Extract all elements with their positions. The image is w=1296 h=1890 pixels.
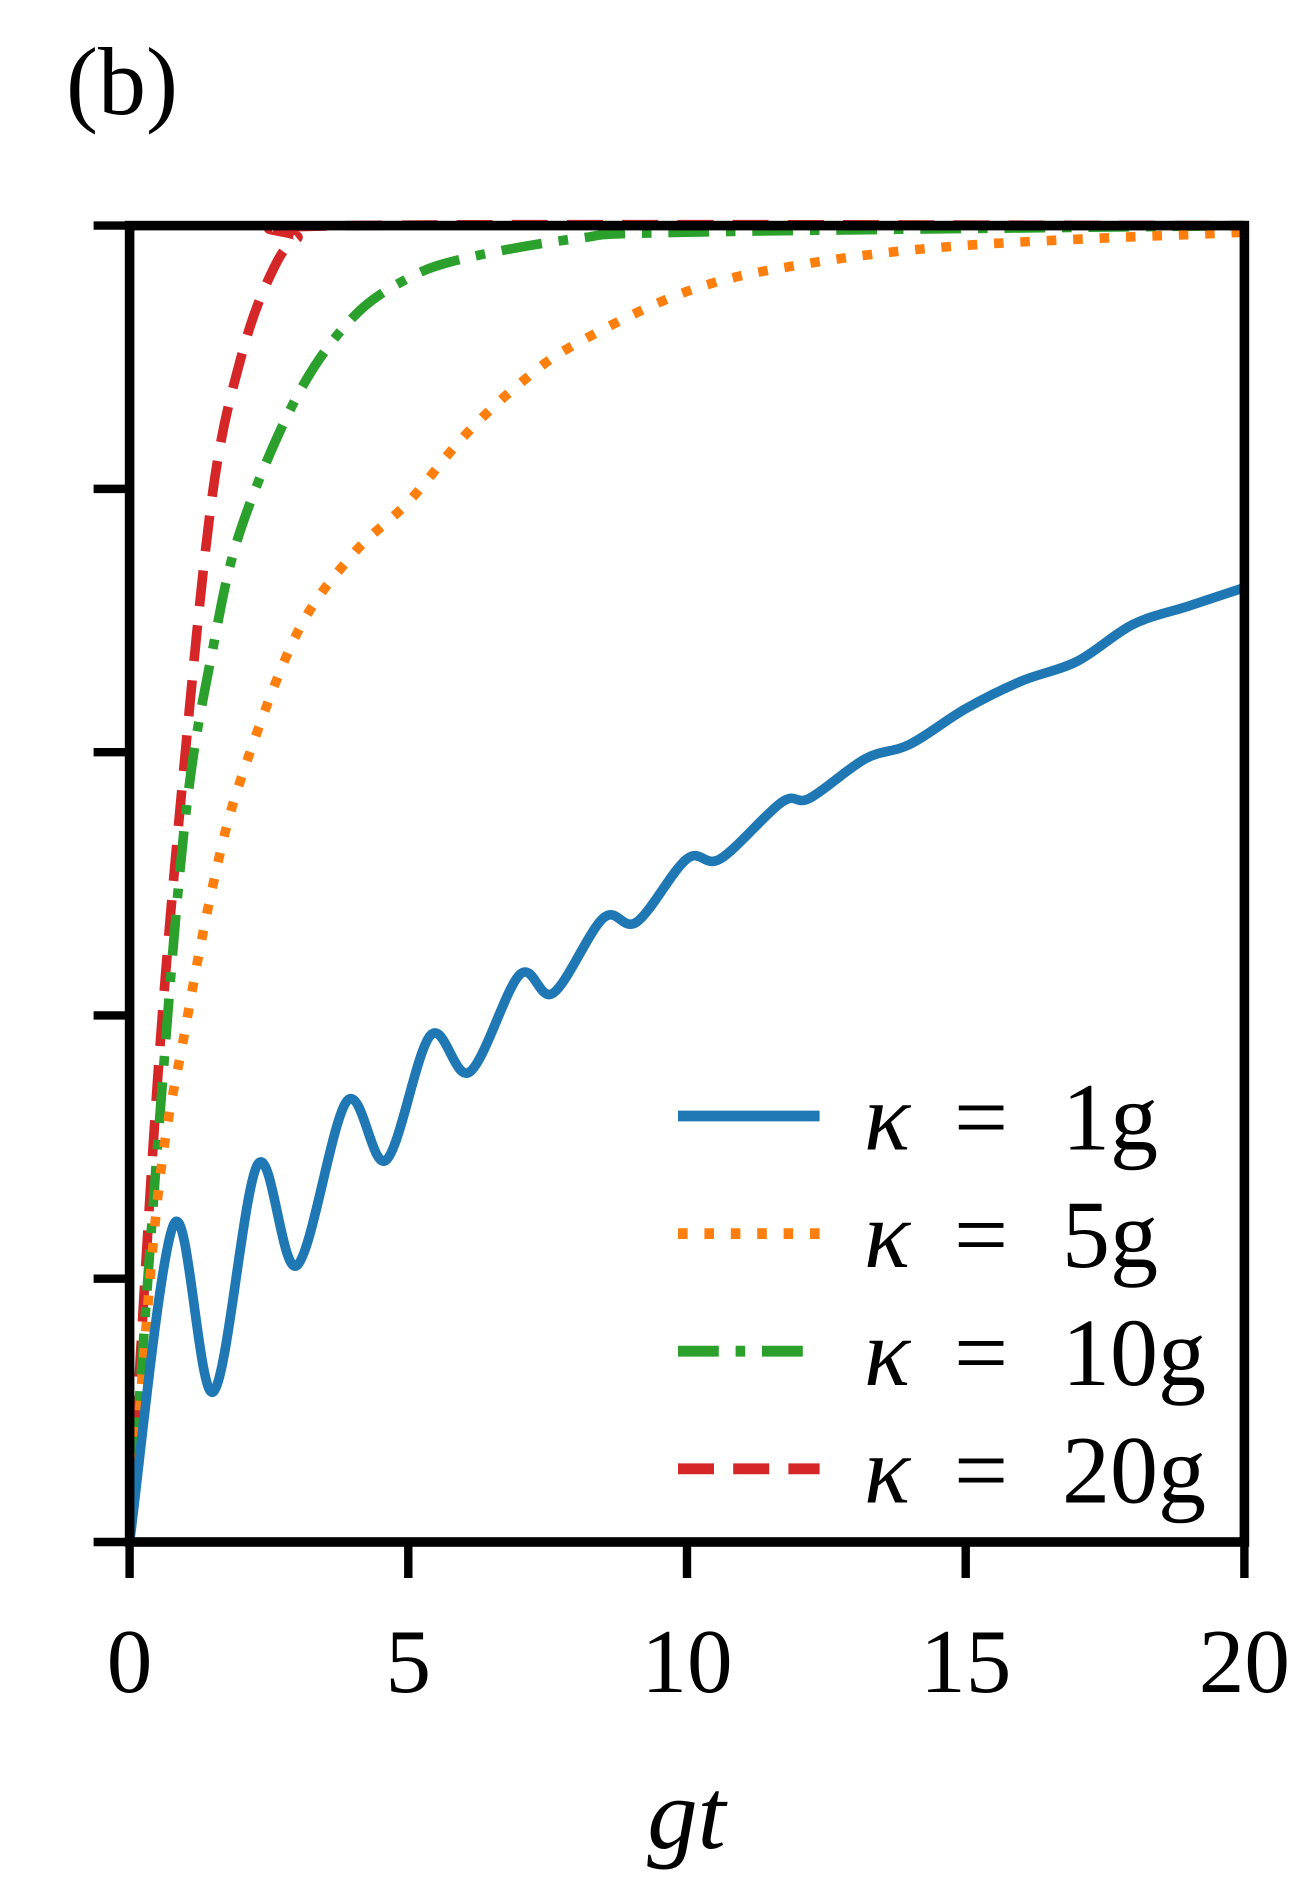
legend-label-value: 5g bbox=[1062, 1181, 1158, 1288]
legend-item: κ = 1g bbox=[678, 1064, 1158, 1171]
legend-label-kappa: κ bbox=[864, 1064, 912, 1171]
legend-label-eq: = bbox=[954, 1064, 1008, 1171]
x-axis-label: gt bbox=[647, 1758, 728, 1870]
legend-label-value: 10g bbox=[1062, 1299, 1206, 1406]
legend-label-value: 1g bbox=[1062, 1064, 1158, 1171]
panel-label: (b) bbox=[66, 28, 178, 135]
legend: κ = 1g κ = 5g κ = 10g κ = 20g bbox=[678, 1064, 1206, 1523]
x-tick-label: 0 bbox=[107, 1611, 153, 1712]
legend-item: κ = 10g bbox=[678, 1299, 1206, 1406]
legend-label-value: 20g bbox=[1062, 1416, 1206, 1523]
axis-ticks: 0 5 10 15 20 bbox=[93, 221, 1290, 1712]
x-tick-label: 15 bbox=[920, 1611, 1011, 1712]
legend-label-kappa: κ bbox=[864, 1299, 912, 1406]
series-line-0 bbox=[124, 583, 1246, 1543]
legend-label-kappa: κ bbox=[864, 1416, 912, 1523]
legend-label-eq: = bbox=[954, 1181, 1008, 1288]
x-tick-label: 20 bbox=[1199, 1611, 1290, 1712]
legend-item: κ = 5g bbox=[678, 1181, 1158, 1288]
series-line-2 bbox=[124, 220, 1245, 1543]
legend-label-eq: = bbox=[954, 1299, 1008, 1406]
legend-label-eq: = bbox=[954, 1416, 1008, 1523]
legend-label-kappa: κ bbox=[864, 1181, 912, 1288]
x-tick-label: 5 bbox=[386, 1611, 432, 1712]
series-line-1 bbox=[124, 227, 1245, 1543]
legend-item: κ = 20g bbox=[678, 1416, 1206, 1523]
x-tick-label: 10 bbox=[641, 1611, 732, 1712]
